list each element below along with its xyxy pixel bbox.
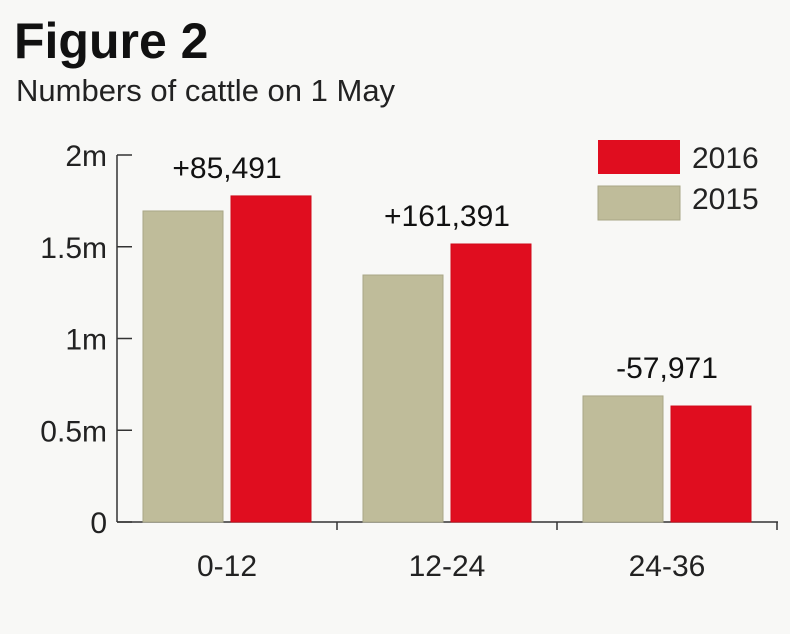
y-tick-label: 1m: [65, 324, 107, 357]
chart-title: Figure 2: [14, 13, 208, 69]
x-tick-label: 24-36: [629, 550, 706, 583]
bar-2016-12-24: [450, 243, 532, 523]
bars: [142, 195, 752, 523]
bar-2015-24-36: [582, 395, 664, 523]
y-tick-label: 0: [90, 507, 107, 540]
legend-label-2016: 2016: [692, 142, 759, 175]
chart-subtitle: Numbers of cattle on 1 May: [16, 73, 396, 108]
change-annotation: -57,971: [616, 352, 718, 385]
y-tick-label: 2m: [65, 140, 107, 173]
legend: 2016 2015: [597, 140, 759, 221]
change-annotation: +161,391: [384, 200, 510, 233]
legend-swatch-2015: [597, 185, 681, 221]
bar-2016-24-36: [670, 405, 752, 523]
y-tick-label: 0.5m: [40, 415, 107, 448]
legend-swatch-2016: [598, 140, 680, 174]
bar-2015-12-24: [362, 274, 444, 523]
change-annotation: +85,491: [172, 152, 281, 185]
y-tick-label: 1.5m: [40, 232, 107, 265]
bar-2015-0-12: [142, 210, 224, 523]
legend-label-2015: 2015: [692, 183, 759, 216]
axes: 0 0.5m 1m 1.5m 2m: [40, 140, 778, 540]
x-tick-label: 0-12: [197, 550, 257, 583]
data-labels: 0-12 +85,491 12-24 +161,391 24-36 -57,971: [172, 152, 718, 583]
bar-2016-0-12: [230, 195, 312, 523]
x-tick-label: 12-24: [409, 550, 486, 583]
